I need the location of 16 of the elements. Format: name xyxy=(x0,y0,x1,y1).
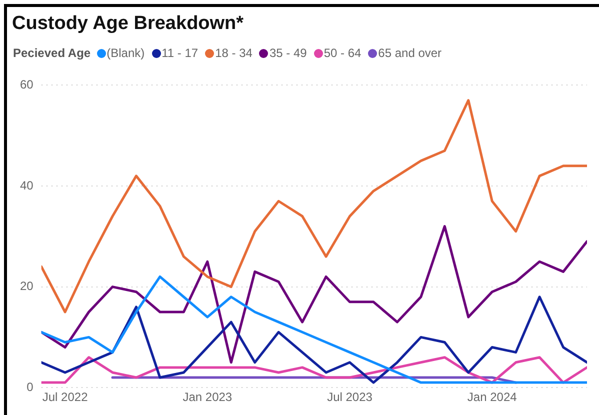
y-tick-label: 20 xyxy=(20,279,34,294)
legend-label: (Blank) xyxy=(106,46,145,60)
legend-label: 11 - 17 xyxy=(162,46,198,60)
x-tick-label: Jan 2024 xyxy=(467,390,518,404)
legend-label: 65 and over xyxy=(378,46,442,60)
x-tick-label: Jul 2023 xyxy=(327,390,373,404)
legend-label: 50 - 64 xyxy=(324,46,362,60)
x-tick-label: Jan 2023 xyxy=(182,390,232,404)
legend-label: 35 - 49 xyxy=(269,46,307,60)
legend-title: Pecieved Age xyxy=(13,46,91,60)
y-tick-label: 0 xyxy=(26,380,34,394)
y-tick-label: 40 xyxy=(20,178,34,192)
legend-label: 18 - 34 xyxy=(215,46,252,60)
chart-title: Custody Age Breakdown* xyxy=(12,13,244,35)
y-tick-label: 60 xyxy=(20,78,34,92)
x-tick-label: Jul 2022 xyxy=(42,390,88,404)
